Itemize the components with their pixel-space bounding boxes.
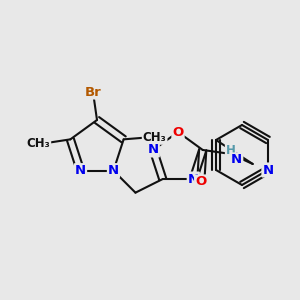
Text: O: O [172,125,184,139]
Text: N: N [75,164,86,177]
Text: CH₃: CH₃ [143,131,166,144]
Text: O: O [195,176,206,188]
Text: Br: Br [85,85,101,98]
Text: N: N [188,172,199,185]
Text: CH₃: CH₃ [26,137,50,150]
Text: N: N [108,164,119,177]
Text: N: N [262,164,274,176]
Text: N: N [231,154,242,166]
Text: N: N [148,143,159,157]
Text: H: H [226,145,236,158]
